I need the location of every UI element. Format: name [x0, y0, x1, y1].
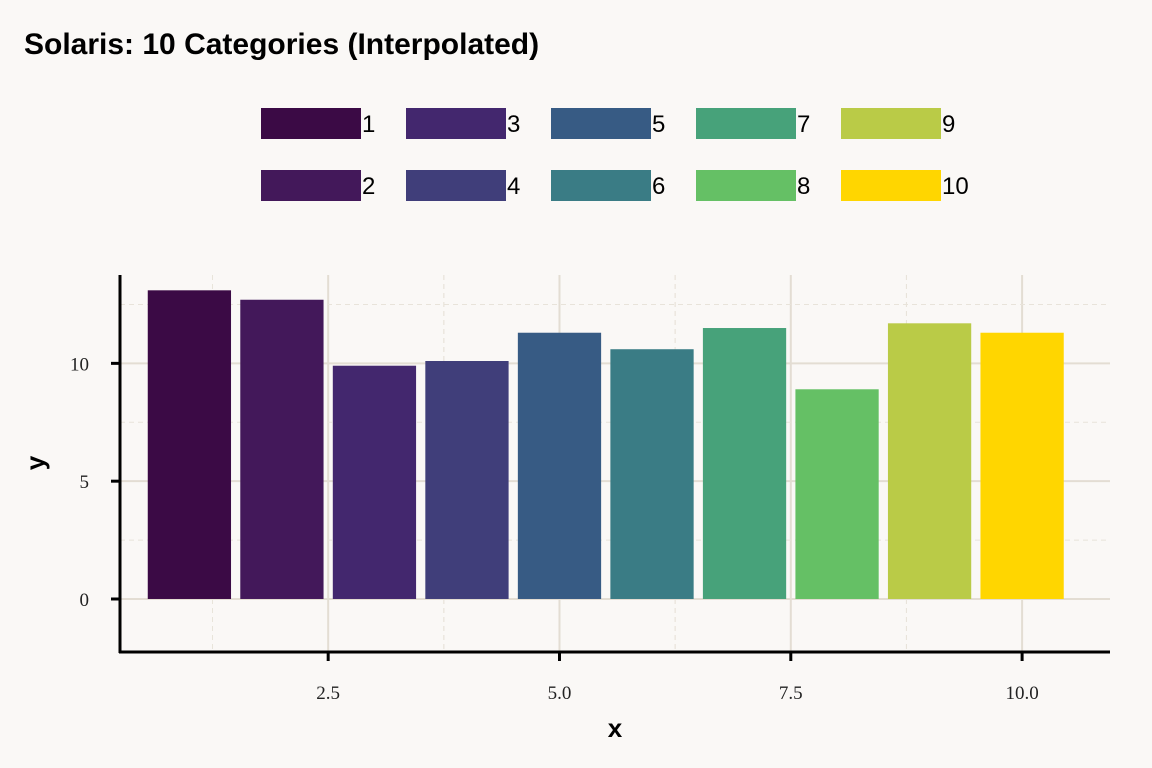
- legend-label-2: 2: [362, 173, 375, 200]
- y-axis-title: y: [20, 455, 50, 470]
- bar-9: [887, 323, 972, 599]
- bar-2: [240, 299, 324, 599]
- legend-swatch-6: [551, 170, 651, 201]
- legend-swatch-2: [261, 170, 361, 201]
- legend-label-10: 10: [942, 173, 969, 200]
- legend-label-6: 6: [652, 173, 665, 200]
- y-tick-label: 0: [80, 590, 90, 611]
- bar-5: [517, 332, 602, 599]
- legend-swatch-8: [696, 170, 796, 201]
- chart-title: Solaris: 10 Categories (Interpolated): [24, 28, 539, 61]
- x-tick-label: 7.5: [779, 683, 803, 704]
- legend-label-9: 9: [942, 111, 955, 138]
- legend-swatch-1: [261, 108, 361, 139]
- legend-label-1: 1: [362, 111, 375, 138]
- bar-10: [980, 332, 1064, 599]
- legend-swatch-7: [696, 108, 796, 139]
- bar-4: [425, 361, 509, 599]
- legend-swatch-5: [551, 108, 651, 139]
- y-tick-label: 5: [80, 472, 90, 493]
- bar-3: [332, 365, 417, 599]
- legend-label-4: 4: [507, 173, 520, 200]
- bar-7: [702, 328, 787, 599]
- x-axis-title: x: [608, 713, 623, 743]
- legend-swatch-3: [406, 108, 506, 139]
- legend-label-8: 8: [797, 173, 810, 200]
- legend-swatch-9: [841, 108, 941, 139]
- bar-6: [610, 349, 694, 599]
- x-tick-label: 2.5: [316, 683, 340, 704]
- axes: 2.5 5.0 7.5 10.0 0 5 10: [70, 275, 1110, 704]
- x-tick-label: 10.0: [1005, 683, 1038, 704]
- y-tick-label: 10: [70, 354, 89, 375]
- legend-label-5: 5: [652, 111, 665, 138]
- legend-swatch-10: [841, 170, 941, 201]
- legend-label-3: 3: [507, 111, 520, 138]
- bars: [147, 290, 1064, 599]
- legend: 1 2 3 4 5 6 7 8 9 10: [261, 108, 969, 201]
- legend-label-7: 7: [797, 111, 810, 138]
- bar-8: [795, 389, 879, 599]
- bar-1: [147, 290, 232, 599]
- x-tick-label: 5.0: [548, 683, 572, 704]
- legend-swatch-4: [406, 170, 506, 201]
